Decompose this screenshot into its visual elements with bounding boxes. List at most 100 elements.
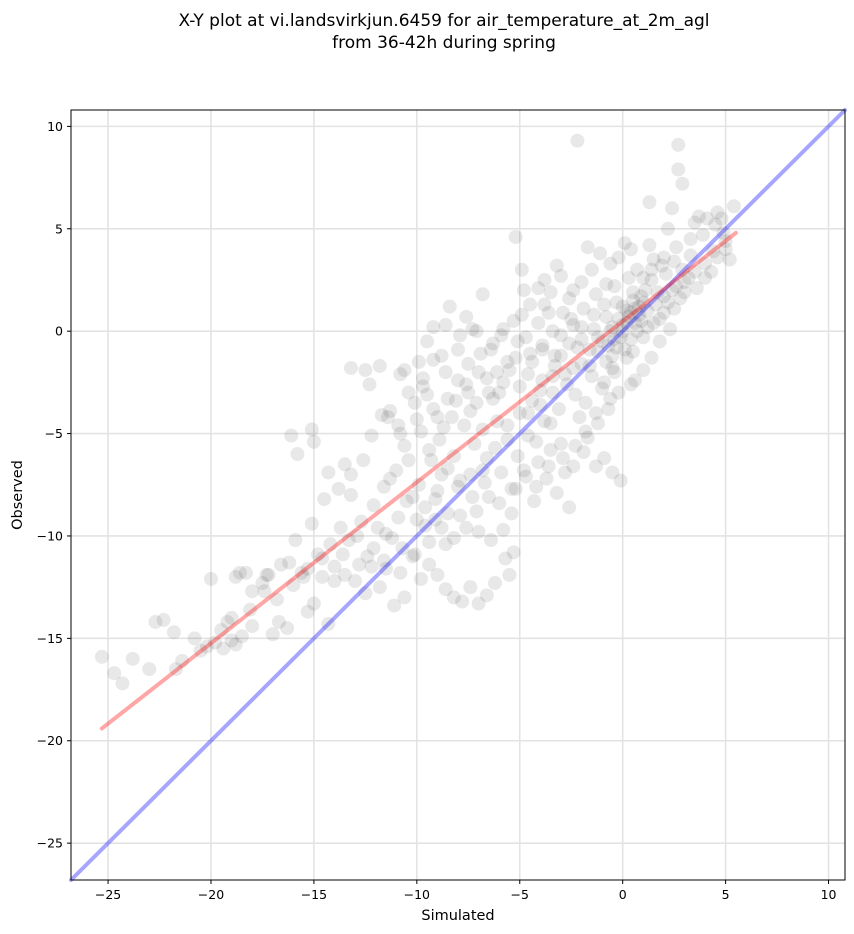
scatter-point-337 xyxy=(714,211,729,226)
scatter-point-224 xyxy=(496,322,511,337)
scatter-point-311 xyxy=(383,471,398,486)
scatter-point-290 xyxy=(500,418,515,433)
scatter-point-151 xyxy=(343,488,358,502)
scatter-point-321 xyxy=(520,367,535,382)
scatter-point-357 xyxy=(317,492,332,507)
scatter-point-205 xyxy=(656,305,671,320)
scatter-point-85 xyxy=(553,268,568,283)
y-axis-label: Observed xyxy=(10,460,26,530)
scatter-point-134 xyxy=(533,397,548,412)
scatter-point-222 xyxy=(518,330,533,345)
x-tick-label-1: −20 xyxy=(198,887,224,902)
scatter-point-271 xyxy=(677,275,692,290)
scatter-point-146 xyxy=(399,494,414,509)
scatter-point-144 xyxy=(424,453,439,468)
scatter-point-171 xyxy=(453,473,468,488)
scatter-point-32 xyxy=(358,586,373,601)
scatter-point-394 xyxy=(710,250,725,265)
scatter-point-97 xyxy=(642,195,657,210)
scatter-point-41 xyxy=(430,567,445,582)
scatter-point-42 xyxy=(438,582,453,597)
scatter-point-204 xyxy=(648,297,663,312)
scatter-point-135 xyxy=(520,428,535,443)
scatter-point-401 xyxy=(601,401,616,416)
scatter-point-294 xyxy=(451,479,465,494)
scatter-point-143 xyxy=(434,467,449,482)
scatter-point-137 xyxy=(500,432,515,447)
scatter-point-350 xyxy=(411,354,426,369)
scatter-point-359 xyxy=(288,533,303,548)
scatter-point-14 xyxy=(228,637,243,652)
scatter-point-303 xyxy=(341,533,356,548)
scatter-point-82 xyxy=(537,272,552,287)
scatter-point-156 xyxy=(286,578,301,593)
scatter-point-371 xyxy=(545,324,560,339)
scatter-point-383 xyxy=(420,387,435,402)
scatter-point-323 xyxy=(547,358,562,373)
scatter-point-214 xyxy=(609,295,624,310)
scatter-point-283 xyxy=(582,342,597,357)
scatter-point-74 xyxy=(465,322,480,337)
y-tick-label-7: 10 xyxy=(47,119,63,134)
scatter-point-69 xyxy=(420,334,435,349)
scatter-point-4 xyxy=(142,662,157,677)
scatter-point-241 xyxy=(613,330,628,345)
scatter-point-221 xyxy=(531,315,546,330)
scatter-point-159 xyxy=(243,602,258,617)
scatter-point-208 xyxy=(681,270,696,285)
scatter-point-304 xyxy=(327,574,342,589)
scatter-point-302 xyxy=(352,557,367,572)
y-tick-label-6: 5 xyxy=(55,221,63,236)
scatter-point-71 xyxy=(438,318,453,333)
scatter-point-174 xyxy=(492,496,507,511)
scatter-point-333 xyxy=(669,240,684,255)
scatter-point-123 xyxy=(539,471,554,486)
scatter-point-114 xyxy=(580,430,595,445)
scatter-point-296 xyxy=(428,492,443,507)
x-tick-label-4: −5 xyxy=(511,887,529,902)
scatter-point-254 xyxy=(574,356,589,371)
scatter-point-273 xyxy=(609,340,624,355)
scatter-point-57 xyxy=(337,457,352,472)
scatter-point-199 xyxy=(605,348,620,363)
scatter-point-358 xyxy=(304,516,319,531)
scatter-point-410 xyxy=(494,465,509,480)
scatter-point-258 xyxy=(545,385,560,400)
scatter-point-170 xyxy=(440,506,455,521)
scatter-point-80 xyxy=(523,297,538,312)
scatter-point-282 xyxy=(590,330,605,345)
scatter-point-266 xyxy=(630,324,645,339)
scatter-point-87 xyxy=(574,275,589,290)
scatter-point-225 xyxy=(485,336,500,351)
scatter-point-324 xyxy=(562,336,577,351)
scatter-point-17 xyxy=(238,565,253,580)
fit-line xyxy=(99,230,738,731)
scatter-point-315 xyxy=(444,410,459,425)
scatter-point-260 xyxy=(529,434,544,449)
scatter-point-233 xyxy=(625,293,640,308)
scatter-point-306 xyxy=(296,569,311,584)
scatter-point-132 xyxy=(553,436,568,451)
scatter-point-259 xyxy=(537,414,552,429)
scatter-point-217 xyxy=(574,332,589,347)
scatter-point-370 xyxy=(555,305,570,320)
scatter-point-213 xyxy=(625,285,640,300)
scatter-point-194 xyxy=(547,348,562,363)
scatter-point-86 xyxy=(566,283,581,298)
scatter-point-344 xyxy=(537,297,552,312)
y-tick-label-2: −15 xyxy=(37,631,63,646)
scatter-point-142 xyxy=(446,449,461,464)
scatter-point-373 xyxy=(523,346,538,361)
scatter-point-100 xyxy=(700,211,715,226)
scatter-point-250 xyxy=(646,252,661,267)
scatter-point-289 xyxy=(512,406,527,421)
scatter-point-372 xyxy=(535,342,550,357)
scatter-point-186 xyxy=(459,377,474,392)
scatter-point-113 xyxy=(588,406,603,421)
scatter-point-367 xyxy=(588,287,603,302)
scatter-point-185 xyxy=(448,393,463,408)
scatter-point-212 xyxy=(636,270,651,285)
y-tick-label-1: −20 xyxy=(37,733,63,748)
scatter-point-369 xyxy=(566,318,581,333)
